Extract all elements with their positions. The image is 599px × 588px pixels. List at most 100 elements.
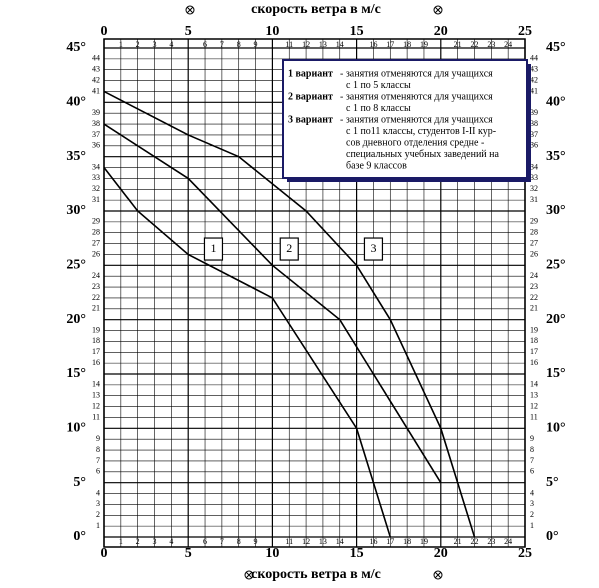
y-minor-label: 39 <box>530 108 538 117</box>
series-line <box>103 167 392 538</box>
y-minor-label: 38 <box>92 119 100 128</box>
series-label: 2 <box>286 241 292 255</box>
y-minor-label: 37 <box>530 130 538 139</box>
y-minor-label: 22 <box>92 293 100 302</box>
y-minor-label: 34 <box>92 162 100 171</box>
y-tick-label: 10° <box>66 421 86 436</box>
y-tick-label: 15° <box>546 366 566 381</box>
x-tick-label: 10 <box>265 24 279 39</box>
y-minor-label: 36 <box>92 141 100 150</box>
legend-text: с 1 по11 классы, студентов I-II кур- <box>346 126 496 137</box>
y-minor-label: 8 <box>96 445 100 454</box>
legend-text: специальных учебных заведений на <box>346 149 499 160</box>
legend-title: 2 вариант <box>288 91 333 102</box>
x-tick-label: 0 <box>101 546 108 561</box>
x-minor-label: 12 <box>302 537 310 546</box>
y-minor-label: 26 <box>530 249 538 258</box>
x-minor-label: 18 <box>403 537 411 546</box>
y-minor-label: 11 <box>92 412 100 421</box>
x-minor-label: 4 <box>169 40 173 49</box>
x-minor-label: 1 <box>119 40 123 49</box>
legend-text: сов дневного отделения средне - <box>346 137 484 148</box>
series-line <box>103 90 476 538</box>
y-minor-label: 26 <box>92 249 100 258</box>
x-minor-label: 13 <box>319 40 327 49</box>
legend-text: - занятия отменяются для учащихся <box>340 91 493 102</box>
y-minor-label: 12 <box>92 401 100 410</box>
y-minor-label: 8 <box>530 445 534 454</box>
y-minor-label: 9 <box>530 434 534 443</box>
y-minor-label: 14 <box>530 380 538 389</box>
x-minor-label: 18 <box>403 40 411 49</box>
x-minor-label: 16 <box>369 537 377 546</box>
y-minor-label: 16 <box>530 358 538 367</box>
y-minor-label: 24 <box>530 271 538 280</box>
y-minor-label: 42 <box>92 75 100 84</box>
y-minor-label: 6 <box>96 467 100 476</box>
x-tick-label: 0 <box>101 24 108 39</box>
x-minor-label: 16 <box>369 40 377 49</box>
snowflake-icons <box>185 5 443 580</box>
y-minor-label: 14 <box>92 380 100 389</box>
x-minor-label: 23 <box>487 537 495 546</box>
x-minor-label: 7 <box>220 40 224 49</box>
y-tick-label: 25° <box>66 258 86 273</box>
x-minor-label: 24 <box>504 40 512 49</box>
y-minor-label: 23 <box>92 282 100 291</box>
y-tick-label: 25° <box>546 258 566 273</box>
y-minor-label: 1 <box>530 521 534 530</box>
y-minor-label: 6 <box>530 467 534 476</box>
y-minor-label: 27 <box>530 238 538 247</box>
y-minor-label: 12 <box>530 401 538 410</box>
x-minor-label: 24 <box>504 537 512 546</box>
y-tick-label: 20° <box>66 312 86 327</box>
y-minor-label: 33 <box>530 173 538 182</box>
y-minor-label: 38 <box>530 119 538 128</box>
y-minor-label: 34 <box>530 162 538 171</box>
y-minor-label: 41 <box>530 86 538 95</box>
y-minor-label: 39 <box>92 108 100 117</box>
x-minor-label: 9 <box>254 40 258 49</box>
x-tick-label: 20 <box>434 546 448 561</box>
y-minor-label: 23 <box>530 282 538 291</box>
y-minor-label: 33 <box>92 173 100 182</box>
y-tick-label: 30° <box>546 203 566 218</box>
y-minor-label: 17 <box>92 347 100 356</box>
x-minor-label: 11 <box>285 40 293 49</box>
x-minor-label: 22 <box>470 40 478 49</box>
y-minor-label: 19 <box>92 325 100 334</box>
x-minor-label: 19 <box>420 40 428 49</box>
y-tick-label: 35° <box>66 149 86 164</box>
y-minor-label: 32 <box>92 184 100 193</box>
y-minor-label: 11 <box>530 412 538 421</box>
x-minor-label: 12 <box>302 40 310 49</box>
y-minor-label: 2 <box>96 510 100 519</box>
x-minor-label: 11 <box>285 537 293 546</box>
y-minor-label: 44 <box>530 54 538 63</box>
y-minor-label: 41 <box>92 86 100 95</box>
x-minor-label: 21 <box>454 40 462 49</box>
y-minor-label: 21 <box>530 304 538 313</box>
x-minor-label: 13 <box>319 537 327 546</box>
x-tick-label: 15 <box>350 24 364 39</box>
x-minor-label: 8 <box>237 537 241 546</box>
y-minor-label: 32 <box>530 184 538 193</box>
y-minor-label: 28 <box>530 228 538 237</box>
y-minor-label: 44 <box>92 54 100 63</box>
legend-text: базе 9 классов <box>346 160 407 171</box>
x-tick-label: 5 <box>185 546 192 561</box>
y-minor-label: 29 <box>92 217 100 226</box>
legend-text: - занятия отменяются для учащихся <box>340 114 493 125</box>
y-minor-label: 31 <box>530 195 538 204</box>
y-minor-label: 43 <box>92 65 100 74</box>
y-minor-label: 7 <box>96 456 100 465</box>
y-minor-label: 28 <box>92 228 100 237</box>
y-minor-label: 24 <box>92 271 100 280</box>
x-minor-label: 1 <box>119 537 123 546</box>
y-tick-label: 20° <box>546 312 566 327</box>
y-minor-label: 3 <box>96 499 100 508</box>
x-minor-label: 2 <box>136 537 140 546</box>
legend-text: с 1 по 5 классы <box>346 80 411 91</box>
y-minor-label: 18 <box>92 336 100 345</box>
